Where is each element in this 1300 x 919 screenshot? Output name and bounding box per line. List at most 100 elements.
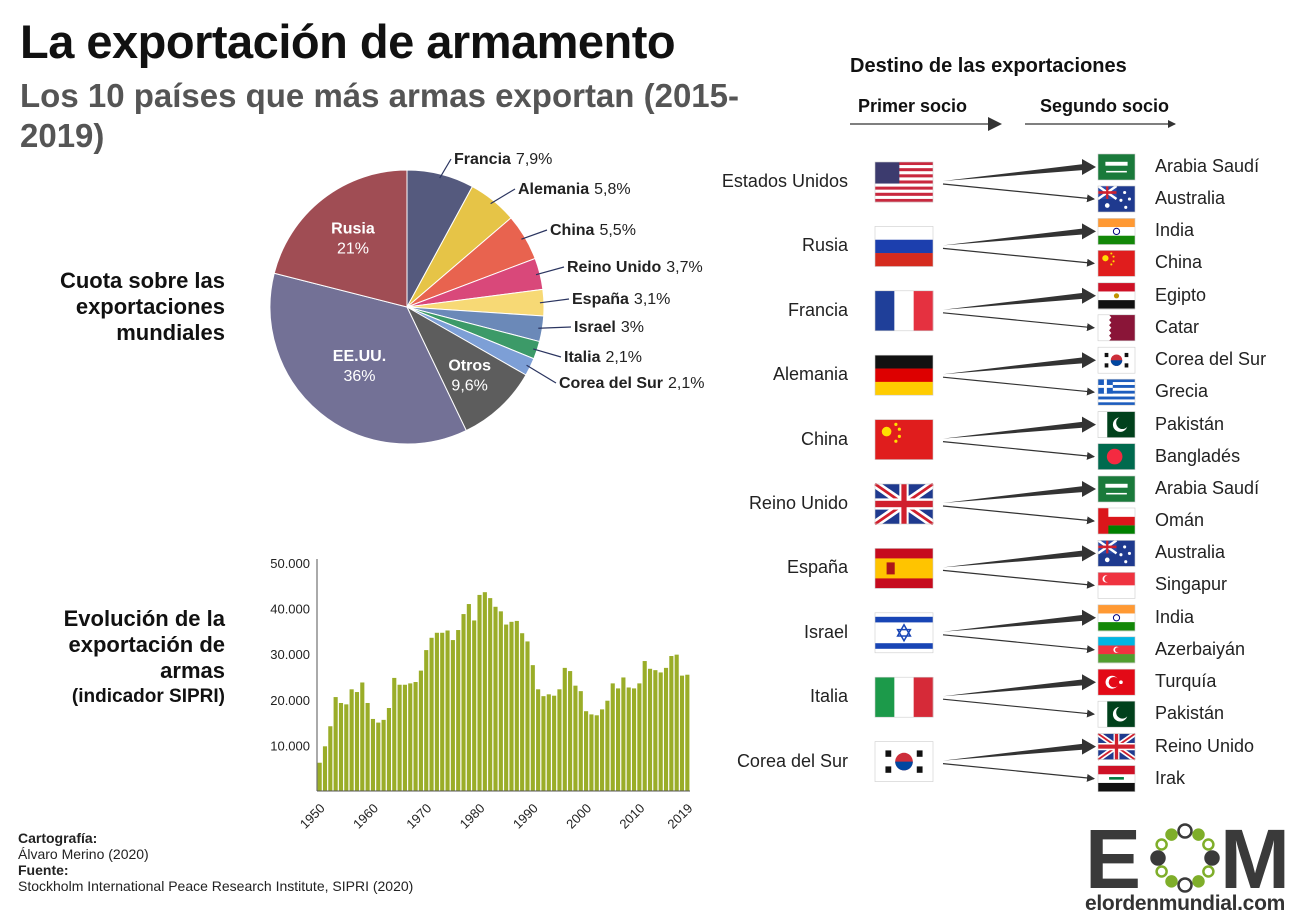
exporter-flag-estados-unidos <box>874 161 934 203</box>
first-partner-name: Reino Unido <box>1155 735 1255 756</box>
page-subtitle: Los 10 países que más armas exportan (20… <box>20 77 740 154</box>
flow-second <box>942 183 1095 203</box>
flow-second <box>942 441 1095 460</box>
bar-1990 <box>530 665 535 791</box>
logo-ring <box>1150 823 1220 893</box>
flow-first <box>943 228 1084 246</box>
bar-1971 <box>429 637 434 791</box>
bar-x-tick: 1960 <box>350 801 381 832</box>
bar-1983 <box>493 606 498 791</box>
partner-flag-corea-del-sur <box>1097 346 1136 374</box>
logo-dot <box>1155 838 1168 851</box>
partner-flag-arabia-saudi <box>1097 475 1136 503</box>
logo-dot <box>1202 838 1215 851</box>
bar-1986 <box>509 621 514 791</box>
pie-leader-alemania <box>490 188 516 205</box>
pie-value-otros: 9,6% <box>451 377 487 394</box>
exporter-name-italia: Italia <box>809 686 848 707</box>
pie-leader-israel <box>538 326 572 329</box>
bar-1996 <box>562 667 567 791</box>
logo-dot <box>1204 850 1220 866</box>
pie-label-espana: España 3,1% <box>572 291 670 308</box>
pie-leader-francia <box>439 158 452 179</box>
bar-section-label: Evolución de la exportación de armas (in… <box>10 606 225 710</box>
first-partner-name: Corea del Sur <box>1155 349 1267 370</box>
pie-label-alemania: Alemania 5,8% <box>518 181 631 198</box>
logo-dot <box>1177 877 1193 893</box>
partner-flag-banglades <box>1097 443 1136 470</box>
pie-leader-corea-del-sur <box>526 364 557 384</box>
pie-label-italia: Italia 2,1% <box>564 349 642 366</box>
bar-x-tick: 1980 <box>457 801 488 832</box>
flow-second <box>942 698 1095 718</box>
logo-dot <box>1192 875 1205 888</box>
bar-2011 <box>642 661 647 791</box>
exporter-name-espana: España <box>786 557 848 578</box>
logo-dot <box>1165 875 1178 888</box>
exporter-name-francia: Francia <box>787 299 848 320</box>
exporter-name-israel: Israel <box>803 621 848 642</box>
flow-second <box>942 312 1095 332</box>
partner-flag-egipto <box>1097 282 1136 310</box>
bar-1961 <box>376 722 381 791</box>
first-partner-name: Arabia Saudí <box>1155 156 1260 176</box>
exporter-flag-reino-unido <box>872 480 936 528</box>
first-partner-name: Arabia Saudí <box>1155 478 1260 498</box>
logo-dot <box>1165 828 1178 841</box>
exporter-flag-rusia <box>874 226 934 267</box>
second-partner-name: China <box>1155 252 1203 273</box>
eom-logo: E M <box>1085 818 1285 894</box>
bar-1958 <box>360 682 365 791</box>
first-partner-name: Turquía <box>1155 671 1217 692</box>
partner-flag-australia <box>1097 184 1136 213</box>
pie-label-otros: Otros <box>448 357 491 374</box>
exporter-name-rusia: Rusia <box>801 235 848 256</box>
flow-first-head <box>1082 159 1096 175</box>
flow-second <box>942 763 1095 782</box>
bar-1951 <box>322 746 328 791</box>
flow-second <box>942 247 1095 267</box>
exporter-flag-francia <box>874 290 934 332</box>
bar-1980 <box>477 594 482 791</box>
partner-flag-singapur <box>1097 572 1136 599</box>
bar-1982 <box>488 598 493 791</box>
partner-flag-pakistan <box>1097 700 1136 728</box>
credits: Cartografía: Álvaro Merino (2020) Fuente… <box>18 830 413 894</box>
pie-leader-china <box>521 229 548 240</box>
bar-2002 <box>594 715 599 791</box>
bar-1978 <box>466 604 471 791</box>
partner-flag-india <box>1097 604 1136 632</box>
pie-chart: Rusia 21% EE.UU. 36% Otros 9,6% Francia 7,9% Ale… <box>269 151 705 445</box>
partner-flag-arabia-saudi <box>1097 153 1136 181</box>
flow-first-head <box>1082 287 1096 304</box>
bar-1974 <box>445 630 450 791</box>
bar-1999 <box>578 691 583 791</box>
destinations-title: Destino de las exportaciones <box>850 55 1127 77</box>
bar-1955 <box>344 704 349 791</box>
bar-x-tick: 1990 <box>510 801 541 832</box>
bar-1997 <box>568 671 573 791</box>
bar-1992 <box>541 696 546 791</box>
first-partner-name: Egipto <box>1155 284 1207 305</box>
bar-2016 <box>669 656 674 791</box>
bar-1985 <box>504 624 509 791</box>
bar-2012 <box>647 668 653 791</box>
flow-first <box>943 357 1084 375</box>
bar-2018 <box>679 675 685 791</box>
flow-first-head <box>1082 223 1096 240</box>
flow-second <box>942 634 1095 654</box>
bar-1962 <box>381 719 386 791</box>
exporter-flag-corea-del-sur <box>874 741 934 782</box>
flow-second <box>942 376 1095 396</box>
flow-second <box>942 569 1095 589</box>
partner-flag-reino-unido <box>1096 731 1137 762</box>
second-partner-name: Azerbaiyán <box>1155 638 1246 659</box>
second-partner-name: Pakistán <box>1155 703 1225 724</box>
flow-first <box>943 679 1084 697</box>
bar-1960 <box>370 718 376 791</box>
first-partner-name: Pakistán <box>1155 413 1225 434</box>
flow-first <box>943 486 1084 503</box>
exporter-flag-israel <box>874 612 934 654</box>
bar-1991 <box>536 689 541 791</box>
pie-section-label: Cuota sobre las exportaciones mundiales <box>59 268 225 345</box>
